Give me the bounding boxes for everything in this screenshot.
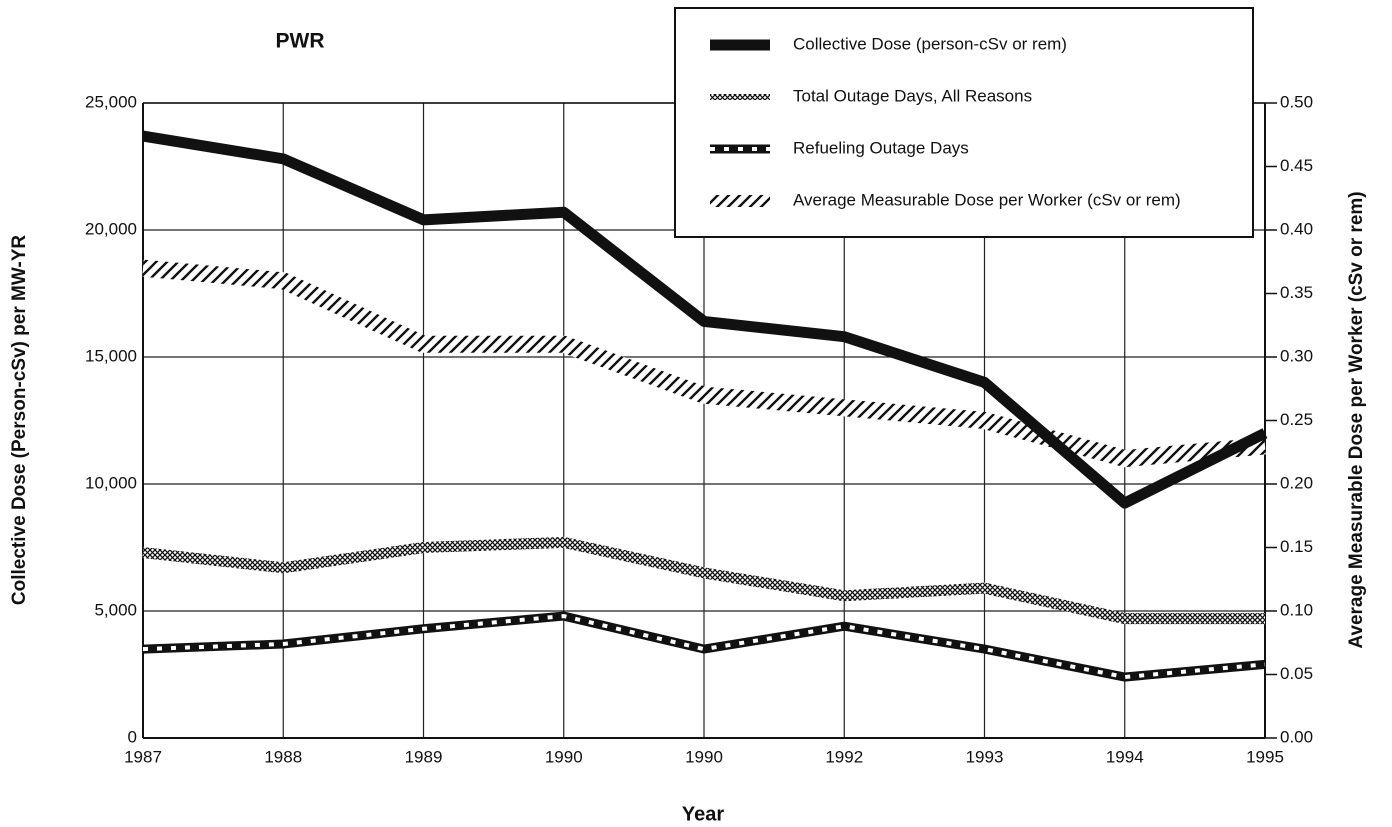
x-tick-label: 1990 — [545, 747, 583, 766]
x-tick-label: 1989 — [405, 747, 443, 766]
line-backing — [142, 611, 1266, 682]
series-line — [142, 536, 1265, 625]
x-axis-label: Year — [682, 803, 724, 825]
y2-tick-label: 0.35 — [1280, 283, 1313, 302]
legend-label: Average Measurable Dose per Worker (cSv … — [793, 190, 1181, 209]
x-tick-label: 1992 — [825, 747, 863, 766]
y2-tick-label: 0.45 — [1280, 156, 1313, 175]
x-tick-label: 1994 — [1106, 747, 1144, 766]
y2-tick-label: 0.05 — [1280, 664, 1313, 683]
x-tick-label: 1990 — [685, 747, 723, 766]
legend-label: Refueling Outage Days — [793, 138, 969, 157]
y-axis-label: Collective Dose (Person-cSv) per MW-YR — [9, 235, 30, 605]
chart-title: PWR — [276, 30, 325, 53]
y-tick-label: 5,000 — [94, 600, 137, 619]
y2-tick-label: 0.20 — [1280, 473, 1313, 492]
x-tick-label: 1993 — [966, 747, 1004, 766]
y2-tick-label: 0.25 — [1280, 410, 1313, 429]
legend-label: Total Outage Days, All Reasons — [793, 86, 1032, 105]
y2-tick-label: 0.50 — [1280, 92, 1313, 111]
y2-tick-label: 0.15 — [1280, 537, 1313, 556]
x-tick-label: 1995 — [1246, 747, 1284, 766]
x-tick-label: 1987 — [124, 747, 162, 766]
series-line — [142, 259, 1266, 468]
y-tick-label: 20,000 — [85, 219, 137, 238]
legend-label: Collective Dose (person-cSv or rem) — [793, 34, 1067, 53]
y-tick-label: 0 — [128, 727, 137, 746]
y2-axis-label: Average Measurable Dose per Worker (cSv … — [1346, 191, 1367, 648]
legend-box — [674, 7, 1254, 238]
y-tick-label: 25,000 — [85, 92, 137, 111]
y2-tick-label: 0.10 — [1280, 600, 1313, 619]
series-line — [142, 130, 1268, 509]
x-tick-label: 1988 — [264, 747, 302, 766]
y-tick-label: 15,000 — [85, 346, 137, 365]
y2-tick-label: 0.00 — [1280, 727, 1313, 746]
y-tick-label: 10,000 — [85, 473, 137, 492]
y2-tick-label: 0.30 — [1280, 346, 1313, 365]
y2-tick-label: 0.40 — [1280, 219, 1313, 238]
